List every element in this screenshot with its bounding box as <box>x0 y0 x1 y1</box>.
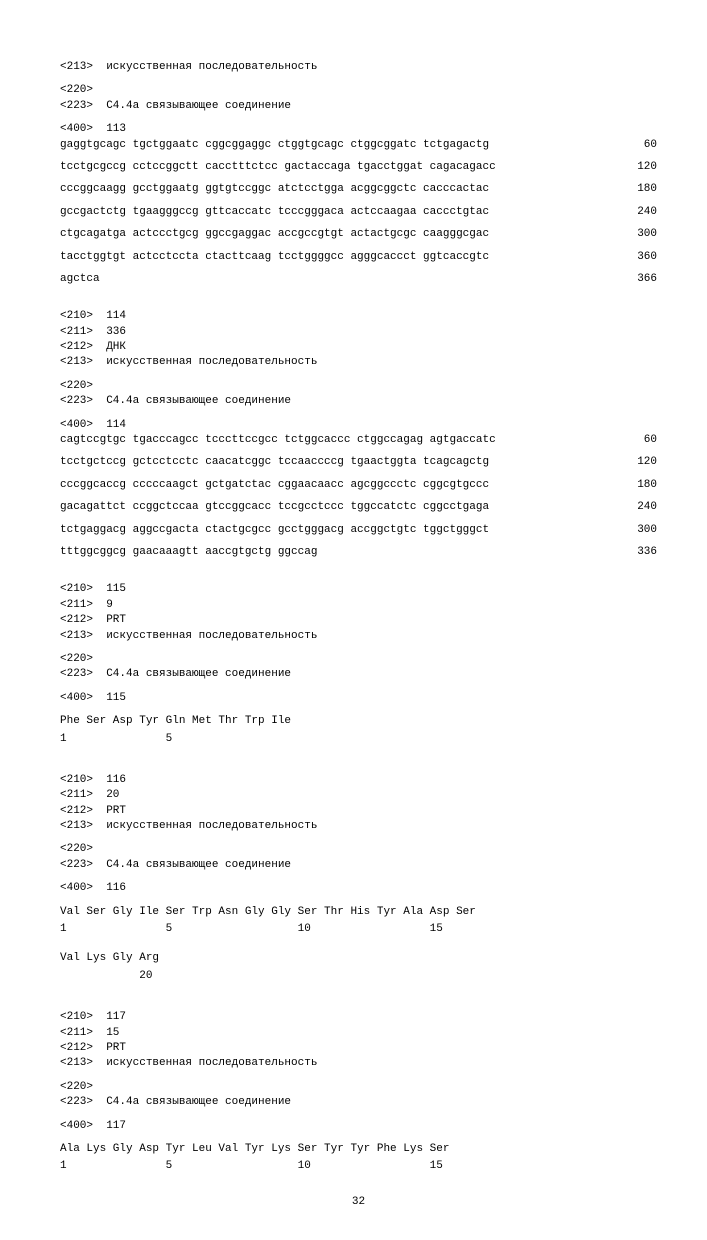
sequence-row: tctgaggacg aggccgacta ctactgcgcc gcctggg… <box>60 523 657 538</box>
tag-223: <223> C4.4a связывающее соединение <box>60 667 657 682</box>
sequence-117: <210> 117 <211> 15 <212> PRT <213> искус… <box>60 1010 657 1175</box>
sequence-114: <210> 114 <211> 336 <212> ДНК <213> иску… <box>60 309 657 560</box>
protein-sequence: Val Lys Gly Arg <box>60 951 657 966</box>
protein-sequence: Ala Lys Gly Asp Tyr Leu Val Tyr Lys Ser … <box>60 1142 657 1157</box>
tag-400: <400> 113 <box>60 122 657 137</box>
sequence-row: gacagattct ccggctccaa gtccggcacc tccgcct… <box>60 500 657 515</box>
tag-223: <223> C4.4a связывающее соединение <box>60 858 657 873</box>
tag-211: <211> 15 <box>60 1026 657 1041</box>
tag-212: <212> PRT <box>60 1041 657 1056</box>
protein-numbers: 1 5 <box>60 732 657 747</box>
tag-220: <220> <box>60 1080 657 1095</box>
tag-211: <211> 20 <box>60 788 657 803</box>
tag-400: <400> 117 <box>60 1119 657 1134</box>
tag-220: <220> <box>60 379 657 394</box>
tag-210: <210> 116 <box>60 773 657 788</box>
sequence-row: cagtccgtgc tgacccagcc tcccttccgcc tctggc… <box>60 433 657 448</box>
tag-213: <213> искусственная последовательность <box>60 1056 657 1071</box>
sequence-row: tacctggtgt actcctccta ctacttcaag tcctggg… <box>60 250 657 265</box>
sequence-113: <213> искусственная последовательность <… <box>60 60 657 287</box>
sequence-row: cccggcaccg cccccaagct gctgatctac cggaaca… <box>60 478 657 493</box>
tag-220: <220> <box>60 652 657 667</box>
sequence-row: ctgcagatga actccctgcg ggccgaggac accgccg… <box>60 227 657 242</box>
tag-212: <212> ДНК <box>60 340 657 355</box>
sequence-row: gaggtgcagc tgctggaatc cggcggaggc ctggtgc… <box>60 138 657 153</box>
page-number: 32 <box>60 1195 657 1210</box>
sequence-116: <210> 116 <211> 20 <212> PRT <213> искус… <box>60 773 657 984</box>
sequence-row: tcctgctccg gctcctcctc caacatcggc tccaacc… <box>60 455 657 470</box>
protein-sequence: Val Ser Gly Ile Ser Trp Asn Gly Gly Ser … <box>60 905 657 920</box>
protein-numbers: 1 5 10 15 <box>60 922 657 937</box>
tag-212: <212> PRT <box>60 804 657 819</box>
tag-213: <213> искусственная последовательность <box>60 60 657 75</box>
tag-213: <213> искусственная последовательность <box>60 629 657 644</box>
protein-sequence: Phe Ser Asp Tyr Gln Met Thr Trp Ile <box>60 714 657 729</box>
sequence-row: cccggcaagg gcctggaatg ggtgtccggc atctcct… <box>60 182 657 197</box>
tag-220: <220> <box>60 83 657 98</box>
tag-211: <211> 9 <box>60 598 657 613</box>
tag-210: <210> 115 <box>60 582 657 597</box>
protein-numbers: 20 <box>60 969 657 984</box>
tag-400: <400> 114 <box>60 418 657 433</box>
protein-numbers: 1 5 10 15 <box>60 1159 657 1174</box>
sequence-row: tcctgcgccg cctccggctt cacctttctcc gactac… <box>60 160 657 175</box>
tag-210: <210> 114 <box>60 309 657 324</box>
tag-210: <210> 117 <box>60 1010 657 1025</box>
tag-213: <213> искусственная последовательность <box>60 819 657 834</box>
tag-223: <223> C4.4a связывающее соединение <box>60 99 657 114</box>
tag-212: <212> PRT <box>60 613 657 628</box>
tag-211: <211> 336 <box>60 325 657 340</box>
tag-223: <223> C4.4a связывающее соединение <box>60 1095 657 1110</box>
sequence-row: gccgactctg tgaagggccg gttcaccatc tcccggg… <box>60 205 657 220</box>
tag-400: <400> 115 <box>60 691 657 706</box>
tag-213: <213> искусственная последовательность <box>60 355 657 370</box>
sequence-row: agctca366 <box>60 272 657 287</box>
sequence-row: tttggcggcg gaacaaagtt aaccgtgctg ggccag3… <box>60 545 657 560</box>
tag-220: <220> <box>60 842 657 857</box>
tag-223: <223> C4.4a связывающее соединение <box>60 394 657 409</box>
sequence-115: <210> 115 <211> 9 <212> PRT <213> искусс… <box>60 582 657 747</box>
tag-400: <400> 116 <box>60 881 657 896</box>
